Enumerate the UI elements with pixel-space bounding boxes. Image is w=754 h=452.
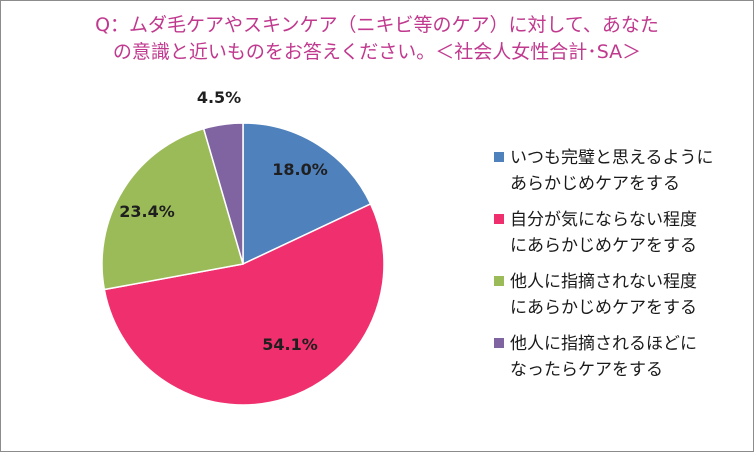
chart-title-line-1: Q：ムダ毛ケアやスキンケア（ニキビ等のケア）に対して、あなた bbox=[95, 14, 659, 36]
legend-label-2: 自分が気にならない程度 にあらかじめケアをする bbox=[510, 207, 750, 259]
pie-data-label-1: 18.0% bbox=[272, 160, 328, 179]
chart-title-line-2: の意識と近いものをお答えください。＜社会人女性合計･SA＞ bbox=[112, 41, 642, 63]
legend-label-4-line-1: 他人に指摘されるほどに bbox=[510, 334, 697, 354]
legend-swatch-3 bbox=[494, 276, 504, 286]
legend-label-4-line-2: なったらケアをする bbox=[510, 360, 663, 380]
legend-swatch-2 bbox=[494, 214, 504, 224]
pie-slice-4 bbox=[202, 122, 244, 265]
pie-data-label-4: 4.5% bbox=[197, 88, 241, 107]
legend-label-1: いつも完璧と思えるように あらかじめケアをする bbox=[510, 145, 750, 197]
legend-swatch-4 bbox=[494, 338, 504, 348]
legend-label-3-line-1: 他人に指摘されない程度 bbox=[510, 272, 697, 292]
pie-slice-1 bbox=[242, 122, 372, 266]
legend-label-3-line-2: にあらかじめケアをする bbox=[510, 298, 697, 318]
legend-label-1-line-2: あらかじめケアをする bbox=[510, 174, 680, 194]
legend-swatch-1 bbox=[494, 152, 504, 162]
pie-data-label-2: 54.1% bbox=[262, 335, 318, 354]
pie-slice-3 bbox=[101, 127, 244, 291]
legend-label-3: 他人に指摘されない程度 にあらかじめケアをする bbox=[510, 269, 750, 321]
chart-title: Q：ムダ毛ケアやスキンケア（ニキビ等のケア）に対して、あなた の意識と近いものを… bbox=[0, 12, 754, 66]
legend-label-2-line-2: にあらかじめケアをする bbox=[510, 236, 697, 256]
pie-data-label-3: 23.4% bbox=[119, 202, 175, 221]
pie-data-labels: 18.0% 54.1% 23.4% 4.5% bbox=[119, 88, 328, 354]
pie-slice-2 bbox=[103, 202, 385, 406]
pie-slices bbox=[101, 122, 385, 406]
legend-label-1-line-1: いつも完璧と思えるように bbox=[510, 148, 714, 168]
legend-label-2-line-1: 自分が気にならない程度 bbox=[510, 210, 697, 230]
legend-label-4: 他人に指摘されるほどに なったらケアをする bbox=[510, 331, 750, 383]
